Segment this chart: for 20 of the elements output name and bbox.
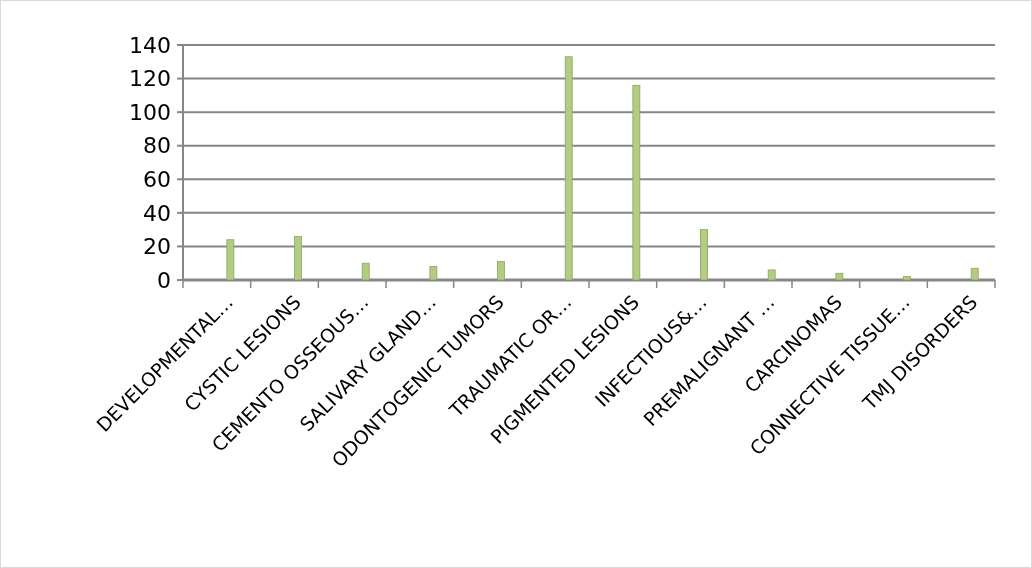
bar: [903, 276, 911, 281]
bar: [835, 272, 844, 281]
bar: [497, 261, 505, 281]
y-tick-label: 40: [143, 200, 171, 226]
y-tick-label: 20: [143, 234, 171, 260]
bar: [294, 235, 302, 281]
bar: [429, 266, 438, 281]
bar: [226, 239, 235, 281]
y-tick-label: 100: [129, 99, 171, 125]
y-tick-label: 60: [143, 166, 171, 192]
bar: [970, 267, 979, 281]
bar: [361, 262, 370, 281]
y-tick-label: 140: [129, 32, 171, 58]
bar: [700, 229, 708, 281]
bar: [632, 84, 641, 281]
y-tick-label: 80: [143, 133, 171, 159]
bar: [564, 56, 573, 281]
bar: [767, 269, 776, 281]
y-tick-label: 0: [157, 267, 171, 293]
y-tick-label: 120: [129, 66, 171, 92]
